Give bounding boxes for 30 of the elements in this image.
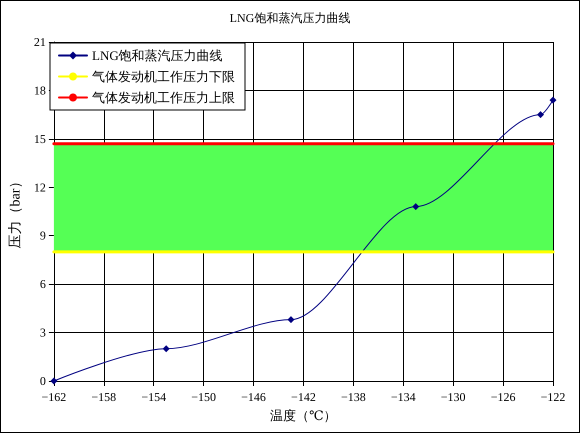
x-tick-label: −130 (440, 390, 466, 404)
y-tick-label: 0 (40, 374, 46, 388)
y-tick-label: 9 (40, 228, 46, 243)
x-tick-label: −154 (141, 390, 166, 404)
x-tick-label: −126 (490, 390, 516, 404)
x-tick-label: −158 (91, 390, 116, 404)
y-axis-title: 压力（bar） (8, 174, 24, 248)
point (550, 96, 556, 104)
y-tick-label: 15 (34, 132, 46, 146)
legend-label: 气体发动机工作压力下限 (92, 69, 235, 84)
y-tick-label: 12 (34, 180, 46, 194)
x-axis-title: 温度（℃） (270, 408, 337, 423)
x-tick-label: −134 (390, 390, 416, 404)
point (287, 316, 294, 324)
x-tick-label: −142 (291, 390, 316, 404)
x-tick-label: −122 (540, 390, 566, 404)
x-tick-label: −150 (191, 390, 216, 404)
legend-label: LNG饱和蒸汽压力曲线 (92, 48, 223, 63)
x-tick-label: −146 (241, 390, 266, 404)
y-tick-label: 18 (34, 83, 46, 98)
x-tick-label: −162 (42, 390, 66, 404)
chart-title: LNG饱和蒸汽压力曲线 (230, 11, 350, 25)
y-tick-label: 21 (34, 35, 46, 49)
y-tick-label: 6 (40, 277, 46, 292)
point (537, 111, 544, 118)
point (162, 345, 170, 352)
legend-label: 气体发动机工作压力上限 (92, 90, 235, 105)
y-tick-label: 3 (40, 326, 46, 340)
point (412, 203, 420, 210)
x-tick-label: −138 (340, 390, 366, 404)
